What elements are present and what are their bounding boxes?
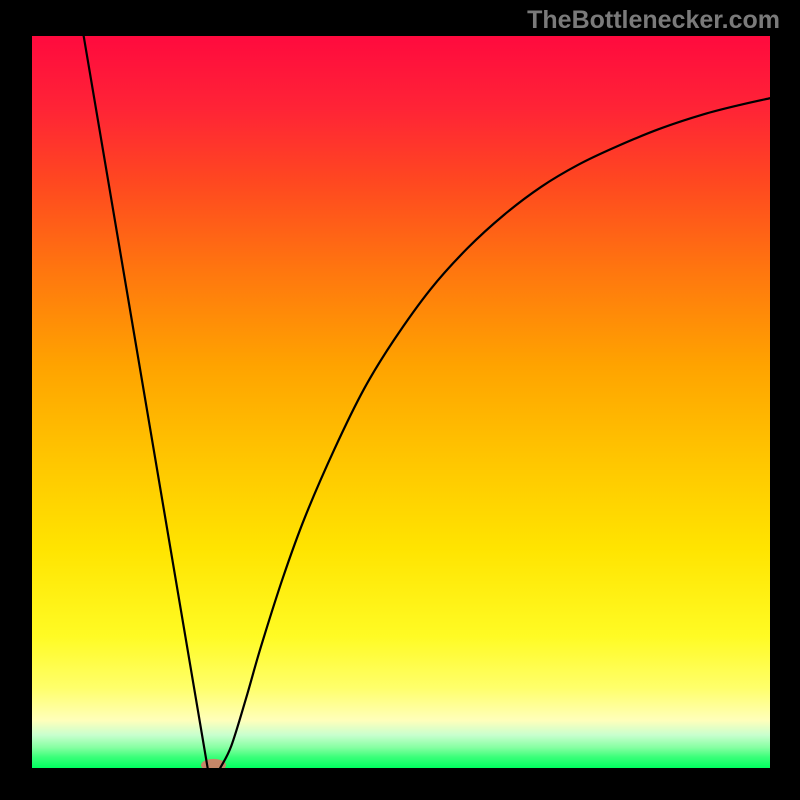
- watermark-text: TheBottlenecker.com: [527, 6, 780, 35]
- plot-area: [32, 36, 770, 768]
- plot-svg: [32, 36, 770, 768]
- chart-container: TheBottlenecker.com: [0, 0, 800, 800]
